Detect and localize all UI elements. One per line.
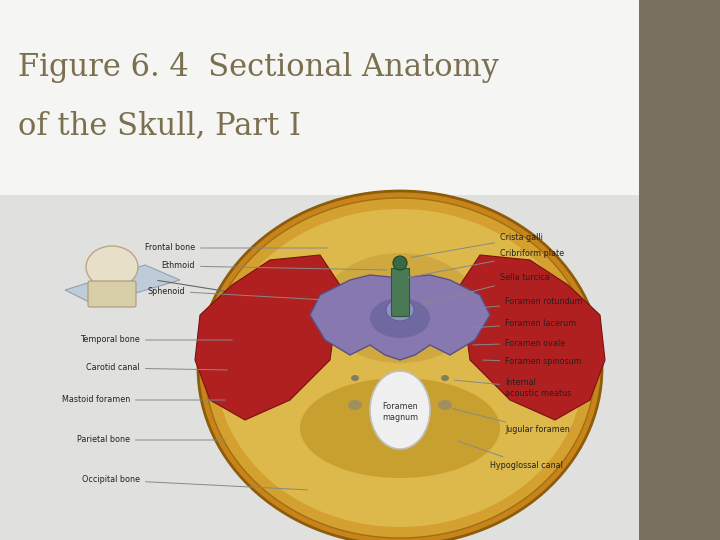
Ellipse shape: [370, 371, 430, 449]
Text: Crista galli: Crista galli: [410, 233, 543, 258]
Ellipse shape: [370, 298, 430, 338]
Text: Figure 6. 4  Sectional Anatomy: Figure 6. 4 Sectional Anatomy: [18, 52, 499, 83]
Text: Occipital bone: Occipital bone: [82, 476, 307, 490]
Ellipse shape: [438, 400, 452, 410]
Ellipse shape: [351, 375, 359, 381]
Ellipse shape: [205, 198, 595, 538]
Text: Internal
acoustic meatus: Internal acoustic meatus: [455, 379, 571, 397]
Text: Parietal bone: Parietal bone: [77, 435, 225, 444]
Text: Foramen spinosum: Foramen spinosum: [483, 357, 582, 367]
Text: Frontal bone: Frontal bone: [145, 244, 327, 253]
Text: Hypoglossal canal: Hypoglossal canal: [458, 441, 563, 469]
Ellipse shape: [198, 191, 602, 540]
Ellipse shape: [348, 400, 362, 410]
Text: Carotid canal: Carotid canal: [86, 363, 228, 373]
Text: Jugular foramen: Jugular foramen: [453, 409, 570, 435]
Text: Ethmoid: Ethmoid: [161, 261, 387, 271]
Bar: [0, 0, 639, 540]
FancyBboxPatch shape: [88, 281, 136, 307]
Ellipse shape: [441, 375, 449, 381]
Polygon shape: [195, 255, 340, 420]
Ellipse shape: [300, 378, 500, 478]
Bar: [391, 268, 409, 316]
Polygon shape: [310, 275, 490, 360]
Text: Cribriform plate: Cribriform plate: [408, 249, 564, 278]
Text: Mastoid foramen: Mastoid foramen: [62, 395, 225, 404]
Text: Foramen lacerum: Foramen lacerum: [473, 319, 576, 328]
Text: Sella turcica: Sella turcica: [423, 273, 550, 305]
Text: Foramen ovale: Foramen ovale: [473, 339, 565, 348]
Ellipse shape: [216, 209, 584, 527]
Ellipse shape: [393, 256, 407, 270]
Ellipse shape: [86, 246, 138, 288]
Text: Temporal bone: Temporal bone: [80, 335, 233, 345]
Bar: [639, 0, 720, 540]
Ellipse shape: [323, 253, 477, 363]
Text: Sphenoid: Sphenoid: [148, 287, 323, 300]
Text: of the Skull, Part I: of the Skull, Part I: [18, 110, 301, 141]
Bar: [0, 195, 639, 540]
Polygon shape: [460, 255, 605, 420]
Polygon shape: [65, 265, 180, 305]
Ellipse shape: [386, 299, 414, 321]
Text: Foramen
magnum: Foramen magnum: [382, 402, 418, 422]
Text: Foramen rotundum: Foramen rotundum: [481, 298, 582, 308]
